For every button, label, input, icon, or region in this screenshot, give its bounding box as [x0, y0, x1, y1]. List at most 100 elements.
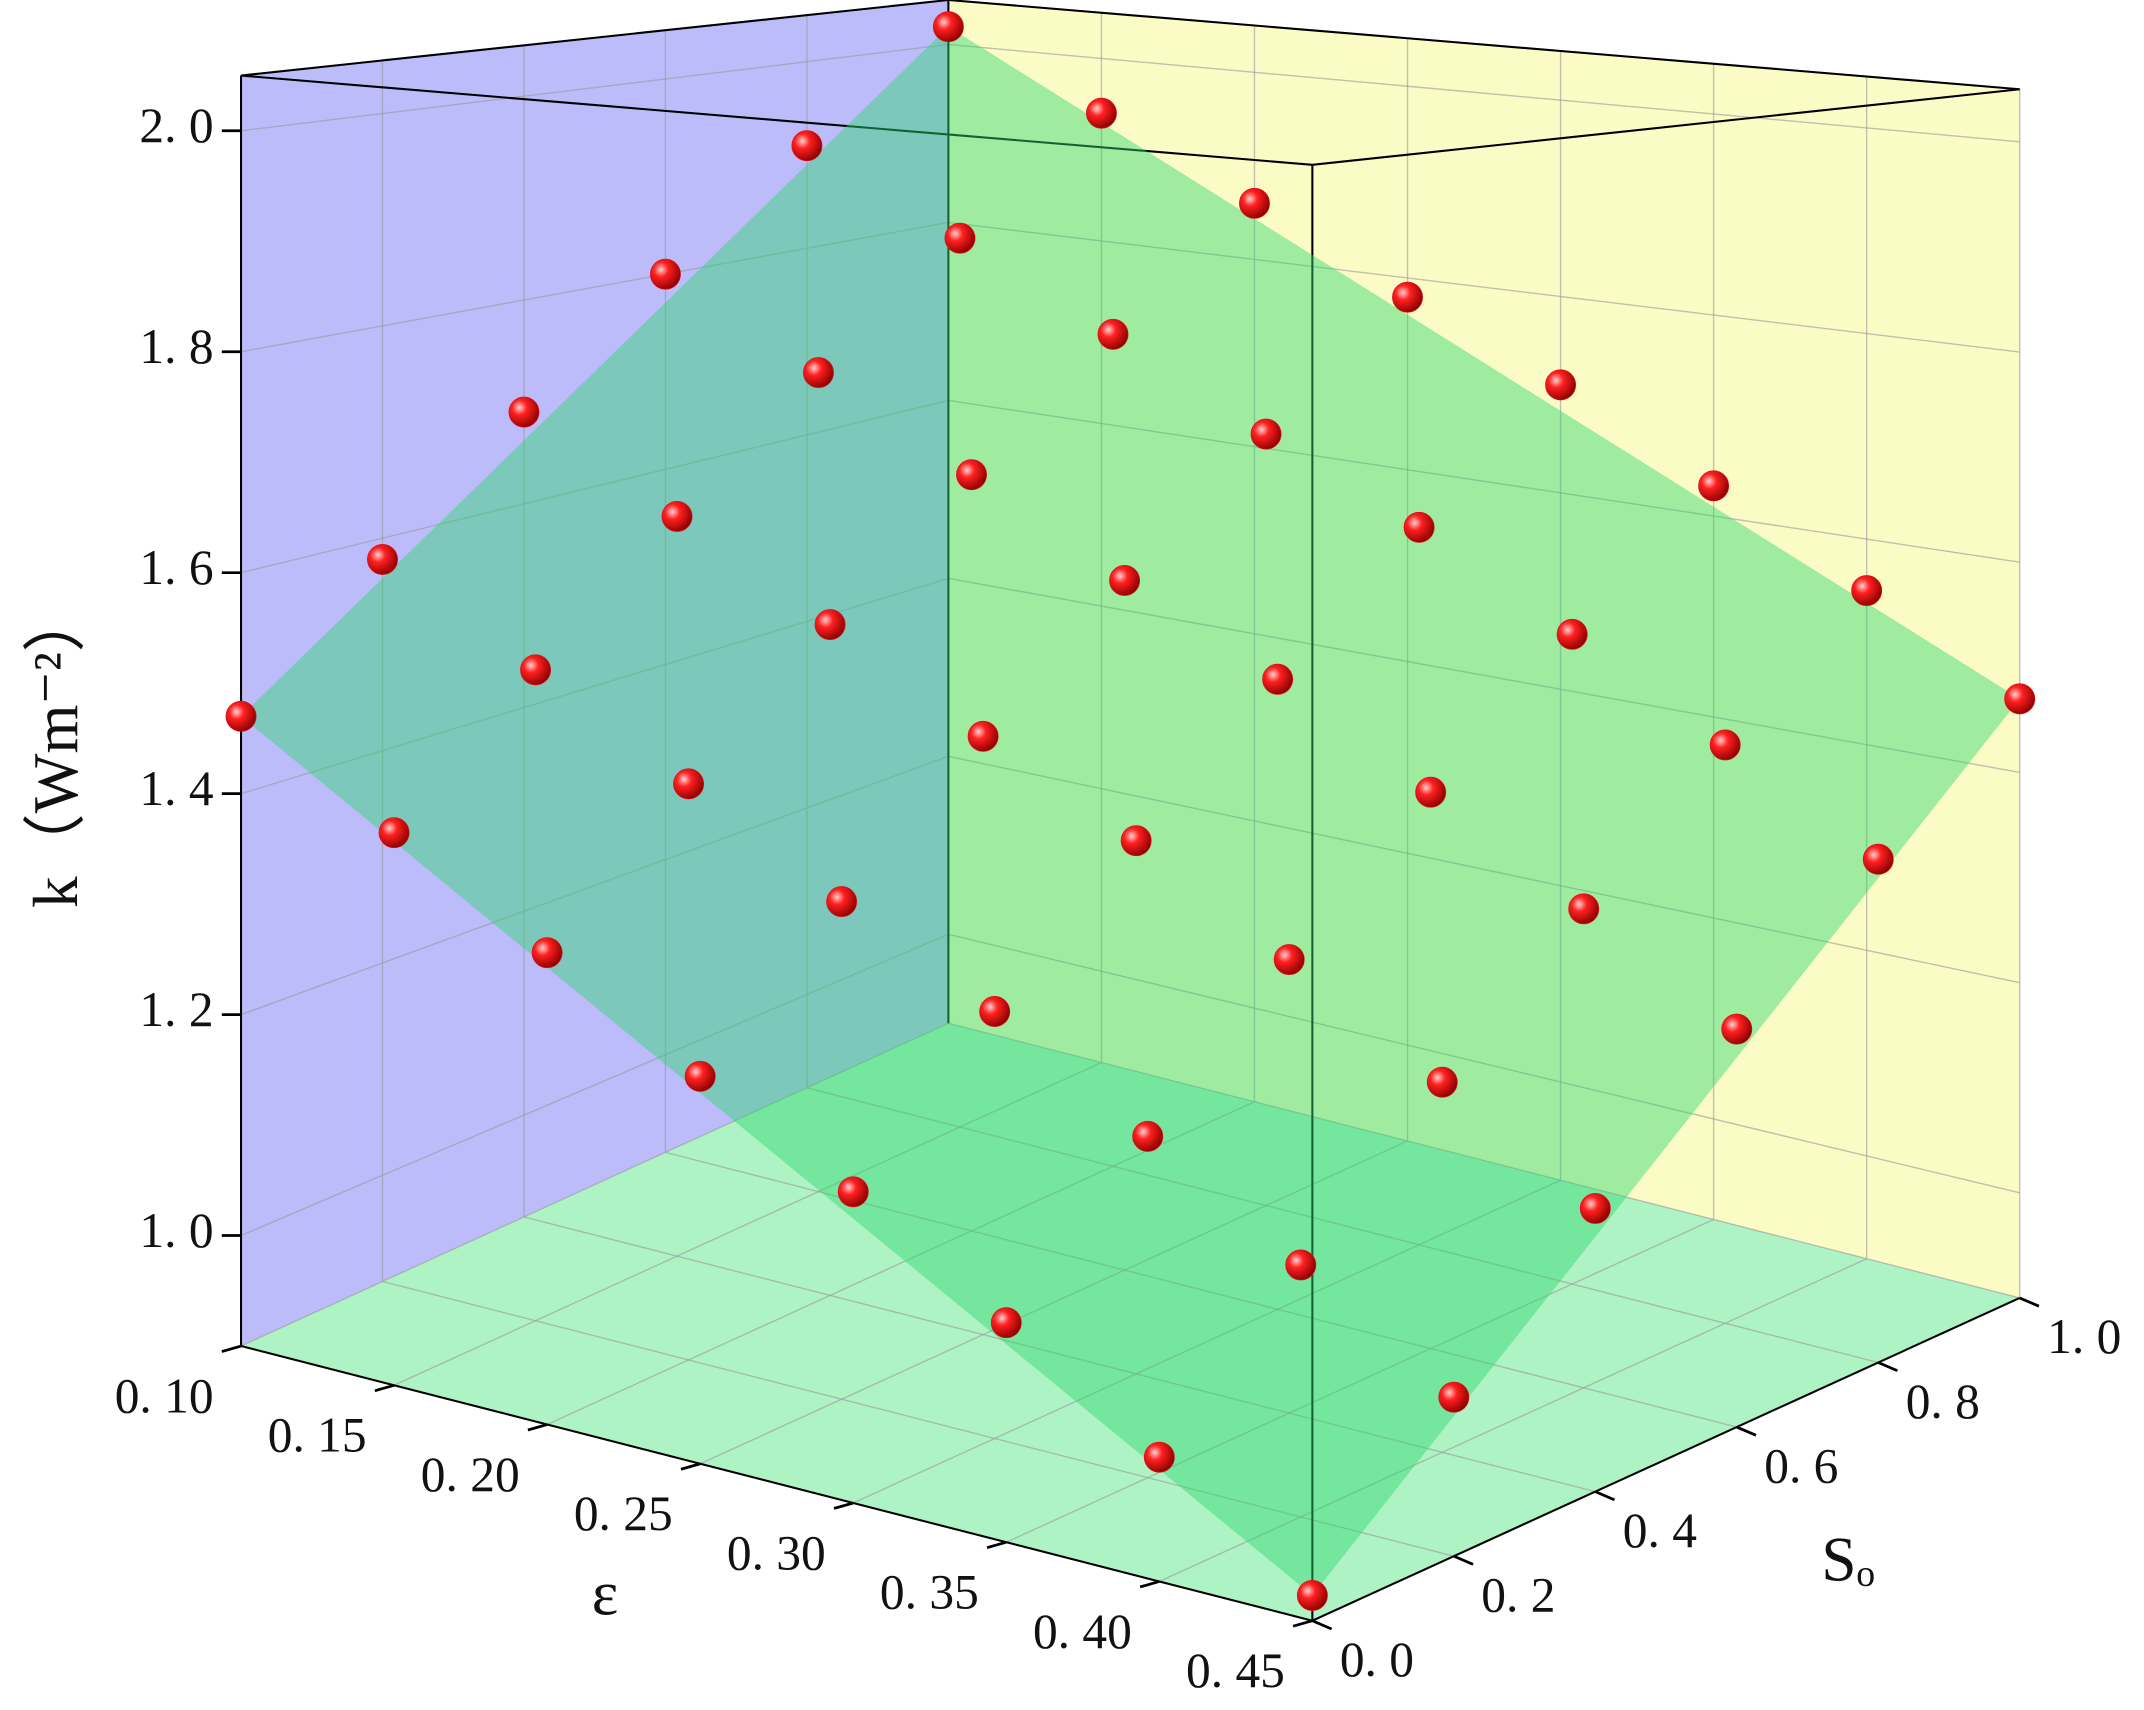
data-point [837, 1176, 869, 1208]
grid-line [523, 1216, 1596, 1493]
y-tick-label: 0. 4 [1623, 1503, 1697, 1558]
x-tick-label: 0. 15 [268, 1408, 367, 1463]
grid-line [240, 221, 949, 353]
data-point [1851, 575, 1883, 606]
tick-mark [833, 1501, 854, 1510]
grid-line [240, 43, 949, 132]
data-point [520, 654, 552, 686]
y-axis-title: Sₒ [1821, 1524, 1874, 1594]
data-point [367, 544, 398, 575]
x-tick-label: 0. 25 [574, 1486, 673, 1541]
data-point [661, 501, 693, 532]
grid-line [806, 1087, 1879, 1364]
data-point [1285, 1249, 1317, 1281]
data-point [956, 459, 987, 491]
data-point [378, 817, 410, 849]
y-tick-label: 0. 2 [1481, 1567, 1555, 1622]
y-wall [948, 0, 2020, 1298]
grid-line [240, 755, 949, 1016]
z-tick-label: 1. 0 [139, 1203, 213, 1258]
data-point [531, 937, 563, 969]
tick-mark [1453, 1554, 1474, 1566]
z-tick-label: 1. 8 [139, 319, 213, 374]
data-point [1403, 511, 1435, 543]
data-point [1250, 418, 1282, 450]
x-tick-label: 0. 45 [1186, 1643, 1285, 1698]
data-point [1862, 843, 1894, 875]
data-point [1109, 565, 1141, 596]
z-tick-label: 1. 2 [139, 982, 213, 1037]
box-edge [240, 74, 1313, 166]
floor [241, 1023, 2020, 1621]
z-tick-label: 2. 0 [139, 98, 213, 153]
fitted-surface [241, 26, 2020, 1596]
tick-mark [2019, 1296, 2040, 1308]
box-edge [1311, 1297, 2021, 1622]
data-point [803, 357, 834, 389]
data-point [1698, 470, 1730, 502]
data-point [649, 258, 681, 290]
grid-line [240, 1022, 949, 1347]
data-point [1579, 1192, 1611, 1224]
data-point [225, 700, 257, 732]
tick-mark [1139, 1580, 1160, 1589]
y-tick-label: 1. 0 [2047, 1309, 2121, 1364]
grid-line [948, 933, 2020, 1194]
grid-line [852, 1179, 1561, 1504]
data-point [1392, 281, 1423, 313]
grid-line [393, 1061, 1102, 1386]
data-point [1568, 893, 1600, 925]
tick-mark [1736, 1425, 1757, 1437]
grid-line [948, 577, 2020, 774]
data-point [979, 996, 1011, 1027]
data-point [1545, 369, 1577, 401]
data-point [990, 1307, 1022, 1339]
box-edge [948, 0, 2020, 91]
data-point [1721, 1013, 1753, 1045]
data-point [1273, 944, 1305, 976]
box-edge [240, 0, 949, 77]
data-point [814, 609, 846, 641]
tick-mark [221, 1344, 242, 1353]
tick-mark [680, 1462, 701, 1471]
data-point [684, 1060, 716, 1092]
tick-mark [1594, 1490, 1616, 1502]
data-point [673, 768, 705, 800]
grid-line [1159, 1258, 1867, 1583]
x-tick-label: 0. 35 [880, 1565, 979, 1620]
grid-line [546, 1101, 1255, 1426]
grid-line [948, 221, 2020, 353]
x-tick-label: 0. 20 [421, 1447, 520, 1502]
data-point [1296, 1579, 1328, 1611]
data-point [508, 396, 540, 428]
data-point [1426, 1066, 1458, 1098]
y-tick-label: 0. 6 [1764, 1438, 1838, 1493]
grid-line [1005, 1218, 1714, 1543]
data-point [1143, 1441, 1175, 1473]
data-point [791, 130, 823, 162]
grid-line [699, 1140, 1408, 1465]
tick-mark [1292, 1619, 1313, 1628]
data-point [944, 222, 976, 254]
data-point [932, 11, 964, 43]
tick-mark [986, 1540, 1007, 1550]
z-tick-label: 1. 4 [139, 761, 213, 816]
data-point [826, 886, 858, 918]
y-tick-label: 0. 8 [1906, 1374, 1980, 1429]
grid-line [948, 43, 2020, 143]
tick-mark [1877, 1361, 1899, 1373]
tick-mark [374, 1383, 395, 1393]
z-tick-label: 1. 6 [139, 540, 213, 595]
grid-line [382, 1280, 1455, 1557]
data-point [1438, 1381, 1470, 1413]
x-tick-label: 0. 40 [1033, 1604, 1132, 1659]
box-edge [1312, 88, 2020, 166]
tick-mark [1311, 1619, 1333, 1631]
box-edge [240, 1345, 1313, 1622]
z-axis-title: k（Wm⁻²） [21, 589, 91, 908]
data-point [1085, 97, 1117, 129]
y-tick-label: 0. 0 [1340, 1632, 1414, 1687]
data-point [1262, 663, 1294, 695]
data-point [1415, 776, 1447, 808]
